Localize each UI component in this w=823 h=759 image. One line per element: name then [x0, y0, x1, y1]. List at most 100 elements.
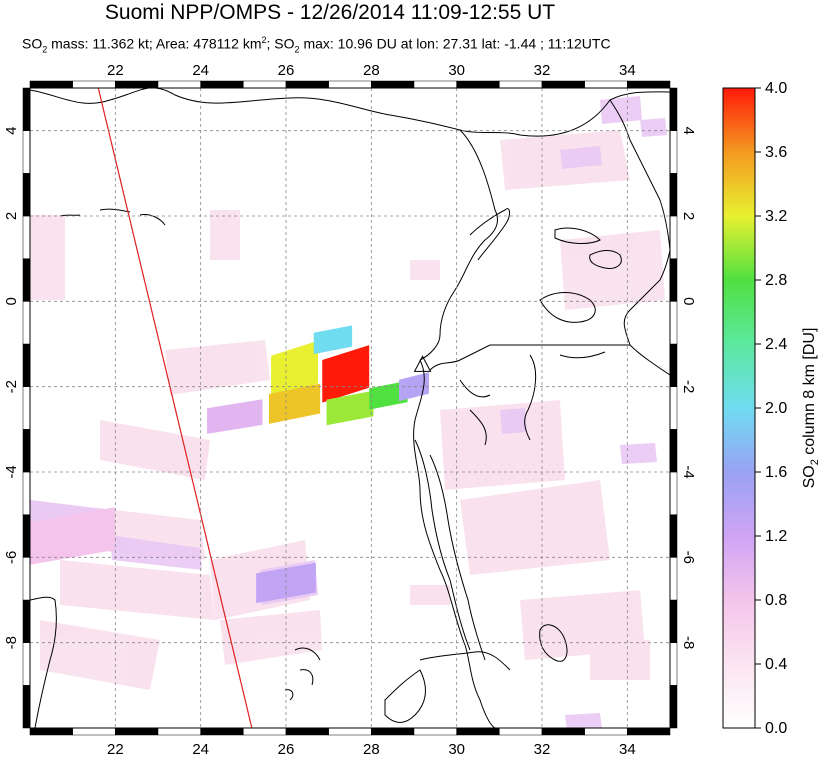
y-tick-right-4: 4 [680, 126, 697, 134]
frame-segment-left [22, 642, 31, 686]
y-tick-left-2: 2 [3, 212, 20, 220]
x-tick-top-32: 32 [534, 62, 551, 79]
frame-segment-right [669, 258, 678, 302]
frame-segment-bottom [584, 727, 628, 736]
frame-segment-right [669, 642, 678, 686]
so2-pixel-7 [207, 399, 263, 434]
frame-segment-bottom [456, 727, 500, 736]
frame-segment-right [669, 173, 678, 217]
frame-segment-left [22, 557, 31, 601]
frame-segment-bottom [328, 727, 372, 736]
frame-segment-top [285, 80, 329, 89]
frame-segment-top [72, 80, 116, 89]
y-tick-right--8: -8 [680, 636, 697, 649]
subtitle-max-prefix: ; SO [266, 35, 295, 52]
frame-segment-bottom [115, 727, 159, 736]
so2-pixel-1 [322, 345, 370, 403]
so2-pixels [30, 325, 429, 604]
y-tick-right-2: 2 [680, 212, 697, 220]
x-tick-labels-bottom: 22 24 26 28 30 32 34 [107, 741, 636, 758]
frame-segment-right [669, 599, 678, 643]
x-tick-bottom-34: 34 [619, 741, 636, 758]
subtitle-mass-sub: 2 [42, 44, 48, 55]
frame-segment-top [115, 80, 159, 89]
frame-segment-top [499, 80, 543, 89]
frame-segment-bottom [285, 727, 329, 736]
y-tick-left--4: -4 [3, 465, 20, 478]
frame-segment-top [157, 80, 201, 89]
frame-segment-top [200, 80, 244, 89]
frame-segment-left [22, 386, 31, 430]
frame-segment-right [669, 87, 678, 131]
volcano-marker [413, 355, 432, 372]
colorbar-tick-4.0: 4.0 [765, 80, 787, 97]
frame-segment-top [328, 80, 372, 89]
frame-segment-top [29, 80, 73, 89]
frame-segment-right [669, 130, 678, 174]
x-tick-bottom-26: 26 [278, 741, 295, 758]
plot-border [29, 87, 671, 729]
colorbar-tick-0.4: 0.4 [765, 656, 787, 673]
x-tick-bottom-32: 32 [534, 741, 551, 758]
frame-segment-right [669, 429, 678, 473]
colorbar-tick-2.0: 2.0 [765, 400, 787, 417]
x-tick-top-30: 30 [448, 62, 465, 79]
colorbar-tick-0.0: 0.0 [765, 720, 787, 737]
frame-segment-left [22, 215, 31, 259]
subtitle-max-text: max: 10.96 DU at lon: 27.31 lat: -1.44 ;… [299, 35, 611, 52]
frame-segment-right [669, 301, 678, 345]
x-tick-bottom-22: 22 [107, 741, 124, 758]
frame-segment-bottom [541, 727, 585, 736]
colorbar-label: SO2 column 8 km [DU] [801, 328, 821, 489]
frame-segment-top [243, 80, 287, 89]
frame-segment-left [22, 471, 31, 515]
frame-segment-bottom [243, 727, 287, 736]
frame-segment-top [456, 80, 500, 89]
colorbar-tick-0.8: 0.8 [765, 592, 787, 609]
x-tick-top-24: 24 [192, 62, 209, 79]
frame-segment-top [584, 80, 628, 89]
frame-segment-bottom [413, 727, 457, 736]
frame-segment-right [669, 471, 678, 515]
frame-segment-bottom [29, 727, 73, 736]
frame-segment-top [413, 80, 457, 89]
so2-pixel-2 [313, 325, 353, 355]
colorbar-tick-1.6: 1.6 [765, 464, 787, 481]
frame-segment-bottom [499, 727, 543, 736]
frame-segment-left [22, 429, 31, 473]
frame-segment-right [669, 343, 678, 387]
frame-segment-bottom [157, 727, 201, 736]
colorbar-tick-2.8: 2.8 [765, 272, 787, 289]
frame-segment-left [22, 173, 31, 217]
frame-segment-left [22, 343, 31, 387]
y-tick-labels-left: 4 2 0 -2 -4 -6 -8 [3, 126, 20, 649]
frame-segment-left [22, 514, 31, 558]
x-tick-labels-top: 22 24 26 28 30 32 34 [107, 62, 636, 79]
y-tick-right--6: -6 [680, 551, 697, 564]
so2-pixel-9 [30, 507, 116, 565]
so2-pixel-5 [369, 380, 408, 410]
colorbar-tick-3.2: 3.2 [765, 208, 787, 225]
x-tick-bottom-28: 28 [363, 741, 380, 758]
y-tick-left-0: 0 [3, 297, 20, 305]
x-tick-bottom-30: 30 [448, 741, 465, 758]
colorbar-tick-1.2: 1.2 [765, 528, 787, 545]
x-tick-bottom-24: 24 [192, 741, 209, 758]
frame-segment-bottom [72, 727, 116, 736]
subtitle-mass-text: mass: 11.362 kt; Area: 478112 km [47, 35, 262, 52]
x-tick-top-28: 28 [363, 62, 380, 79]
y-tick-left--6: -6 [3, 551, 20, 564]
y-tick-left--2: -2 [3, 380, 20, 393]
so2-pixel-3 [268, 383, 321, 424]
x-tick-top-26: 26 [278, 62, 295, 79]
colorbar-tick-2.4: 2.4 [765, 336, 787, 353]
chart-title: Suomi NPP/OMPS - 12/26/2014 11:09-12:55 … [104, 1, 556, 24]
frame-segment-right [669, 685, 678, 729]
subtitle-mass-prefix: SO [22, 35, 43, 52]
frame-segment-right [669, 215, 678, 259]
frame-segment-top [627, 80, 671, 89]
frame-segment-left [22, 87, 31, 131]
frame-segment-right [669, 557, 678, 601]
frame-segment-top [541, 80, 585, 89]
